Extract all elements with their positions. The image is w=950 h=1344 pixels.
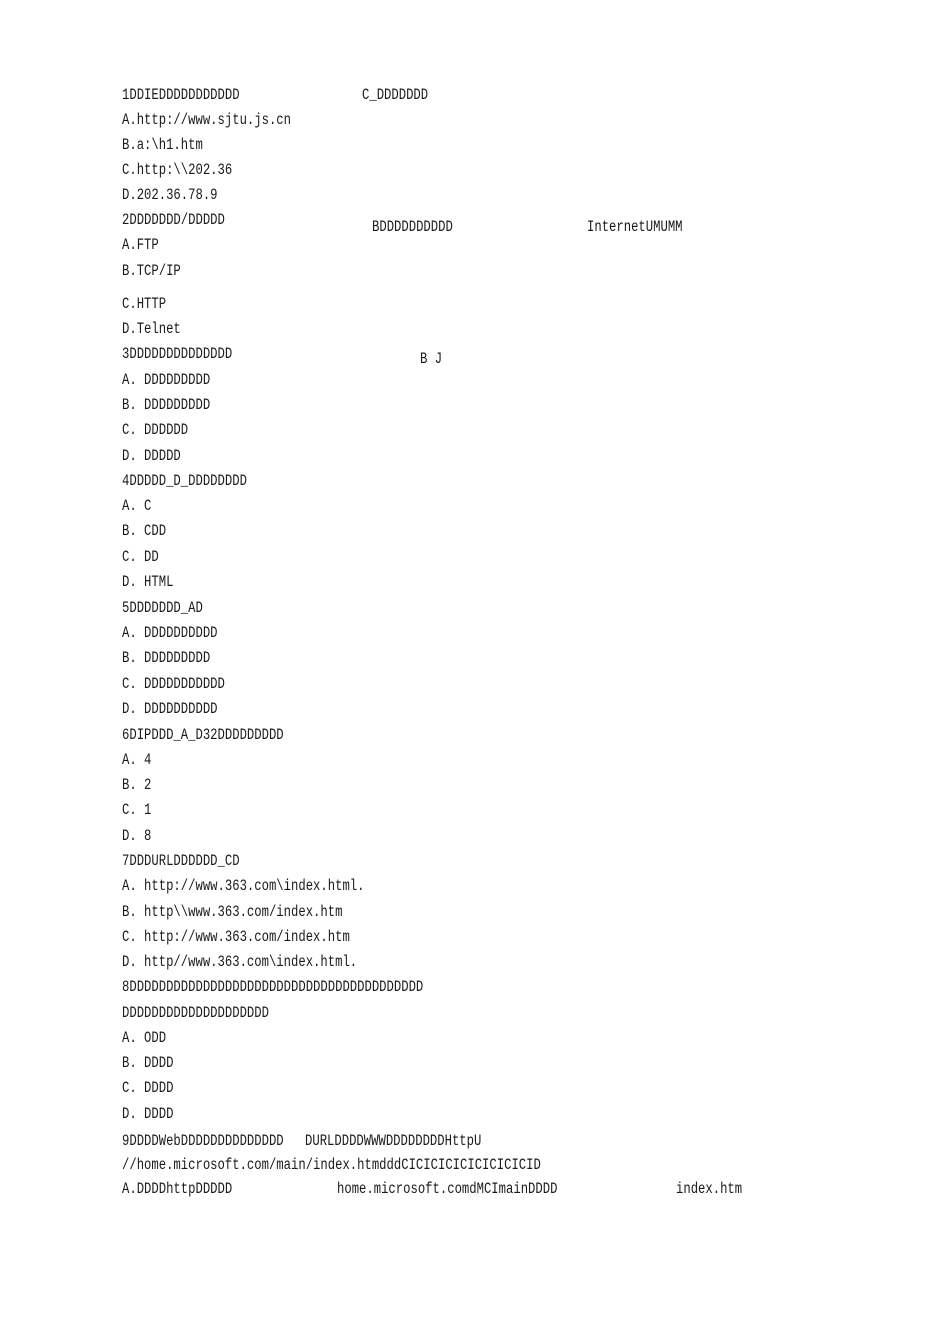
document-line: D. HTML <box>122 573 174 591</box>
document-line: A. 4 <box>122 751 152 769</box>
document-line: B. http\\www.363.com/index.htm <box>122 903 343 921</box>
document-line: A. http://www.363.com\index.html. <box>122 877 365 895</box>
q3-answer: B J <box>420 350 443 368</box>
document-line: D. DDDDD <box>122 447 181 465</box>
document-line: 6DIPDDD_A_D32DDDDDDDDD <box>122 726 284 744</box>
document-line: B.a:\h1.htm <box>122 136 203 154</box>
document-line: C. DD <box>122 548 159 566</box>
document-line: C. DDDDDDDDDDD <box>122 675 225 693</box>
document-line: B.TCP/IP <box>122 262 181 280</box>
document-line: 2DDDDDDD/DDDDD <box>122 211 225 229</box>
document-line: 8DDDDDDDDDDDDDDDDDDDDDDDDDDDDDDDDDDDDDDD… <box>122 978 424 996</box>
document-line: 7DDDURLDDDDDD_CD <box>122 852 240 870</box>
document-line: B. DDDD <box>122 1054 174 1072</box>
document-line: 1DDIEDDDDDDDDDDD <box>122 86 240 104</box>
q2-note: InternetUMUMM <box>587 218 683 236</box>
document-line: C.HTTP <box>122 295 167 313</box>
document-line: B. 2 <box>122 776 152 794</box>
document-line: C. http://www.363.com/index.htm <box>122 928 350 946</box>
document-line: DDDDDDDDDDDDDDDDDDDD <box>122 1004 269 1022</box>
q2-answer: BDDDDDDDDDD <box>372 218 453 236</box>
document-line: A.DDDDhttpDDDDD <box>122 1180 233 1198</box>
last-line-middle: home.microsoft.comdMCImainDDDD <box>337 1180 558 1198</box>
document-line: A. ODD <box>122 1029 167 1047</box>
document-line: B. DDDDDDDDD <box>122 396 211 414</box>
document-line: A. DDDDDDDDDD <box>122 624 218 642</box>
document-line: C. DDDD <box>122 1079 174 1097</box>
document-line: D. 8 <box>122 827 152 845</box>
document-line: 5DDDDDDD_AD <box>122 599 203 617</box>
document-line: C.http:\\202.36 <box>122 161 233 179</box>
document-line: C. 1 <box>122 801 152 819</box>
last-line-right: index.htm <box>676 1180 743 1198</box>
document-line: C. DDDDDD <box>122 421 189 439</box>
document-line: D.Telnet <box>122 320 181 338</box>
q9-question-a: 9DDDDWebDDDDDDDDDDDDDD <box>122 1132 284 1150</box>
document-line: 4DDDDD_D_DDDDDDDD <box>122 472 247 490</box>
document-line: D. http//www.363.com\index.html. <box>122 953 358 971</box>
document-line: 3DDDDDDDDDDDDDD <box>122 345 233 363</box>
q1-answer: C_DDDDDDD <box>362 86 429 104</box>
document-line: D. DDDDDDDDDD <box>122 700 218 718</box>
document-line: D. DDDD <box>122 1105 174 1123</box>
document-line: A.FTP <box>122 236 159 254</box>
document-line: A. DDDDDDDDD <box>122 371 211 389</box>
document-line: A.http://www.sjtu.js.cn <box>122 111 292 129</box>
document-line: //home.microsoft.com/main/index.htmdddCI… <box>122 1156 541 1174</box>
document-line: D.202.36.78.9 <box>122 186 218 204</box>
document-line: B. DDDDDDDDD <box>122 649 211 667</box>
q9-question-b: DURLDDDDWWWDDDDDDDDHttpU <box>305 1132 482 1150</box>
document-line: A. C <box>122 497 152 515</box>
document-line: B. CDD <box>122 522 167 540</box>
